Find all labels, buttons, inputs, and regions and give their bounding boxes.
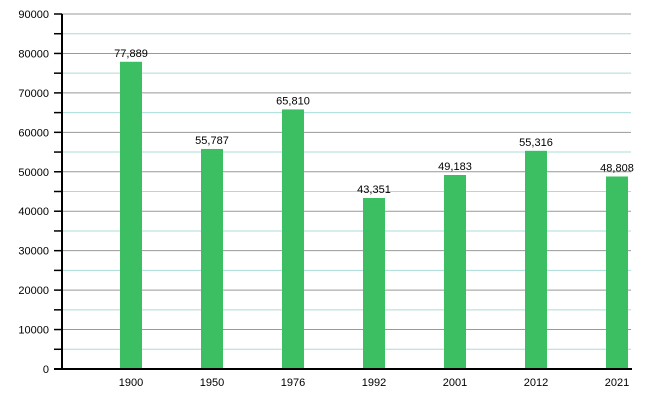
bar: [201, 148, 223, 369]
y-tick-label: 30000: [18, 246, 49, 258]
bar: [606, 176, 628, 369]
y-tick-label: 40000: [18, 206, 49, 218]
y-tick-label: 10000: [18, 325, 49, 337]
y-tick-label: 60000: [18, 127, 49, 139]
y-tick-label: 0: [43, 364, 49, 376]
y-tick-label: 80000: [18, 48, 49, 60]
bar-value-label: 48,808: [600, 162, 634, 174]
bar-value-label: 55,316: [519, 137, 553, 149]
bar-value-label: 55,787: [195, 135, 229, 147]
y-tick-label: 20000: [18, 285, 49, 297]
x-tick-label: 2021: [605, 377, 629, 389]
x-tick-label: 1992: [362, 377, 386, 389]
bar-value-label: 43,351: [357, 184, 391, 196]
y-tick-label: 70000: [18, 88, 49, 100]
x-tick-label: 2012: [524, 377, 548, 389]
bar-value-label: 77,889: [114, 48, 148, 60]
x-tick-label: 1950: [200, 377, 224, 389]
bar-value-label: 49,183: [438, 161, 472, 173]
bar-value-label: 65,810: [276, 95, 310, 107]
x-tick-label: 1900: [119, 377, 143, 389]
bar: [363, 198, 385, 369]
bar: [525, 150, 547, 369]
bar: [120, 61, 142, 369]
x-tick-label: 2001: [443, 377, 467, 389]
y-tick-label: 90000: [18, 9, 49, 21]
x-tick-label: 1976: [281, 377, 305, 389]
y-tick-label: 50000: [18, 167, 49, 179]
bar: [444, 175, 466, 369]
bar: [282, 109, 304, 370]
